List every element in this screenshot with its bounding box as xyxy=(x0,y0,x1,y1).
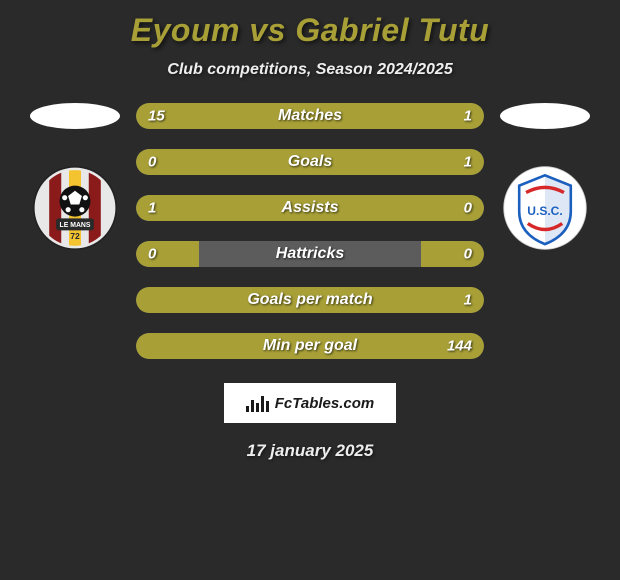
stats-bars: Matches151Goals01Assists10Hattricks00Goa… xyxy=(130,103,490,359)
stat-value-left: 15 xyxy=(148,108,165,125)
svg-text:72: 72 xyxy=(70,231,80,241)
svg-text:U.S.C.: U.S.C. xyxy=(527,204,562,218)
watermark: FcTables.com xyxy=(224,383,396,423)
stat-row: Min per goal 144 xyxy=(136,333,484,359)
date-label: 17 january 2025 xyxy=(247,441,374,461)
club-crest-right-svg: U.S.C. xyxy=(502,165,588,251)
stat-value-right: 144 xyxy=(447,338,472,355)
flag-right xyxy=(500,103,590,129)
club-badge-right: U.S.C. xyxy=(502,165,588,251)
watermark-text: FcTables.com xyxy=(275,395,374,412)
stat-label: Matches xyxy=(278,107,342,125)
stat-value-left: 1 xyxy=(148,200,156,217)
stat-label: Hattricks xyxy=(276,245,344,263)
svg-text:LE MANS: LE MANS xyxy=(60,222,91,229)
stat-row: Hattricks 0 0 xyxy=(136,241,484,267)
club-badge-left: LE MANS 72 xyxy=(32,165,118,251)
page-title: Eyoum vs Gabriel Tutu xyxy=(131,12,489,49)
stat-label: Assists xyxy=(282,199,339,217)
stat-value-right: 1 xyxy=(464,154,472,171)
left-side: LE MANS 72 xyxy=(20,103,130,251)
stat-row: Goals per match 1 xyxy=(136,287,484,313)
flag-left xyxy=(30,103,120,129)
stat-label: Goals xyxy=(288,153,332,171)
stat-label: Goals per match xyxy=(247,291,372,309)
right-side: U.S.C. xyxy=(490,103,600,251)
stat-label: Min per goal xyxy=(263,337,357,355)
stat-value-right: 1 xyxy=(464,292,472,309)
stat-value-left: 0 xyxy=(148,154,156,171)
club-crest-left-svg: LE MANS 72 xyxy=(32,165,118,251)
stat-row: Goals 0 1 xyxy=(136,149,484,175)
stat-row: Assists 1 0 xyxy=(136,195,484,221)
stat-value-right: 1 xyxy=(464,108,472,125)
stat-row: Matches 15 1 xyxy=(136,103,484,129)
chart-icon xyxy=(246,394,269,412)
stat-value-right: 0 xyxy=(464,246,472,263)
stat-value-left: 0 xyxy=(148,246,156,263)
stat-value-right: 0 xyxy=(464,200,472,217)
subtitle: Club competitions, Season 2024/2025 xyxy=(167,61,452,79)
comparison-panel: LE MANS 72 Matches151Goals01Assists10Hat… xyxy=(10,103,610,359)
